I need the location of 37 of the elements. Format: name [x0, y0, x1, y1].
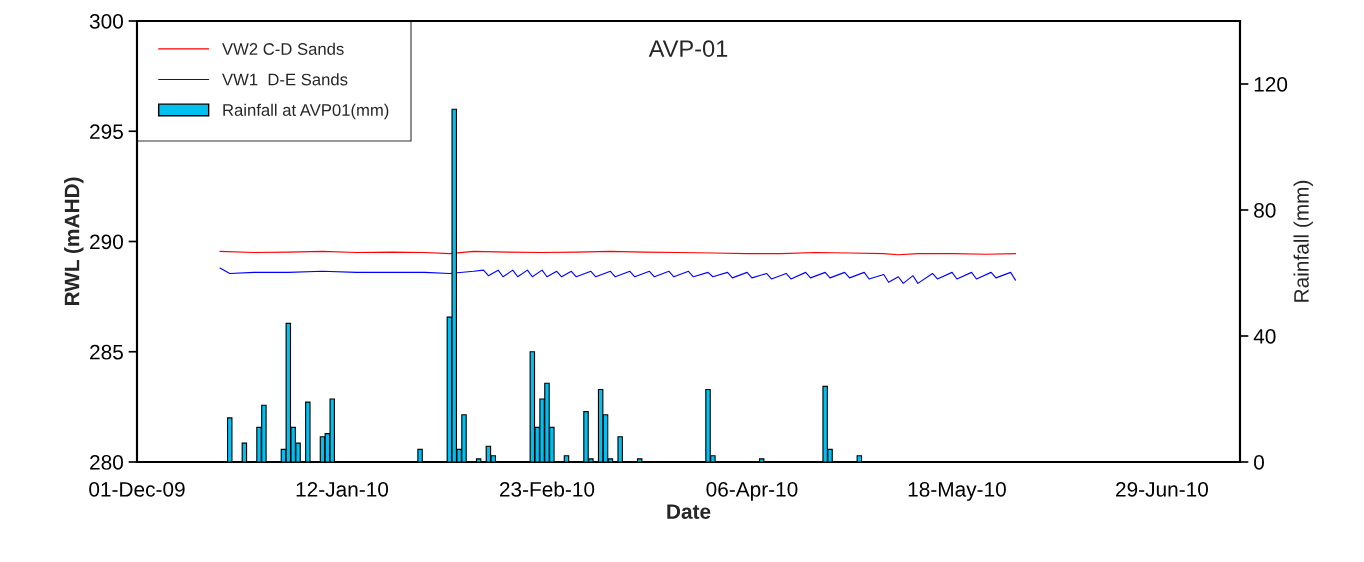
y2-tick-label: 120 [1254, 77, 1288, 92]
y-tick-label: 280 [90, 455, 123, 470]
y-tick-label: 300 [89, 14, 123, 29]
y2-tick-label: 0 [1254, 455, 1264, 470]
bar [305, 401, 311, 462]
x-tick-label: 06-Apr-10 [706, 481, 798, 501]
y-tick-label: 290 [90, 234, 123, 250]
text: AVP-01 [648, 40, 728, 57]
y2-axis-title: Rainfall (mm) [1293, 180, 1313, 302]
bar [758, 458, 765, 462]
x-tick-label: 12-Jan-10 [296, 481, 389, 497]
y2-tick-label: 80 [1254, 203, 1276, 218]
bar [451, 108, 457, 462]
bar [597, 388, 604, 462]
bar [529, 351, 536, 462]
legend-label: Rainfall at AVP01(mm) [223, 103, 389, 120]
bar [636, 458, 643, 462]
y-tick-label: 285 [90, 344, 123, 360]
bar [285, 322, 292, 462]
y2-tick-label: 40 [1253, 329, 1276, 344]
bar [856, 455, 863, 462]
line-series [219, 267, 1017, 284]
legend-label: VW2 C-D Sands [222, 42, 344, 55]
x-tick-label: 23-Feb-10 [499, 481, 595, 497]
y-tick-label: 295 [90, 124, 123, 139]
x-axis-title: Date [667, 504, 711, 519]
bar [475, 458, 482, 462]
x-tick-label: 01-Dec-09 [89, 481, 185, 497]
legend-label: VW1 D-E Sands [222, 73, 348, 86]
x-tick-label: 18-May-10 [908, 481, 1006, 501]
x-tick-label: 29-Jun-10 [1116, 481, 1209, 497]
bar [241, 442, 248, 462]
y-axis-title: RWL (mAHD) [64, 177, 84, 306]
bar [563, 455, 570, 462]
bar [226, 417, 233, 462]
bar [417, 448, 423, 462]
bar [617, 436, 623, 462]
